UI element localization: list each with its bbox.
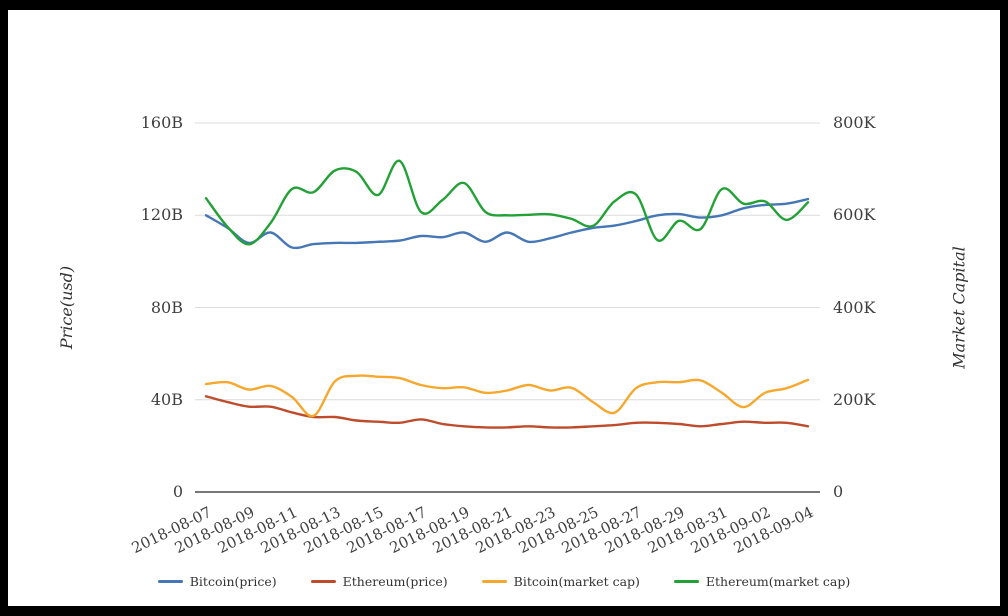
y-axis-left-title: Price(usd) (57, 265, 77, 349)
y-left-tick-label: 120B (140, 205, 183, 225)
y-right-tick-label: 600K (833, 205, 876, 225)
legend-label: Ethereum(market cap) (705, 574, 851, 589)
legend-item-bitcoin-price[interactable]: Bitcoin(price) (157, 574, 277, 589)
series-line-ethereum-price (204, 395, 810, 429)
y-left-tick-label: 160B (140, 113, 183, 132)
y-left-tick-label: 80B (150, 297, 183, 317)
y-right-tick-label: 0 (833, 482, 844, 501)
y-left-tick-label: 40B (150, 389, 183, 409)
legend-label: Bitcoin(price) (189, 574, 277, 589)
y-right-tick-label: 400K (833, 297, 876, 317)
legend-item-bitcoin-market-cap[interactable]: Bitcoin(market cap) (481, 574, 640, 589)
y-left-tick-label: 0 (172, 482, 183, 501)
plot-area (195, 122, 820, 493)
legend-line-swatch (157, 580, 183, 583)
y-right-tick-label: 800K (833, 113, 876, 132)
legend-line-swatch (673, 580, 699, 583)
legend-line-swatch (481, 580, 507, 583)
legend-item-ethereum-market-cap[interactable]: Ethereum(market cap) (673, 574, 851, 589)
legend-line-swatch (310, 580, 336, 583)
y-axis-right-title: Market Capital (949, 245, 969, 369)
legend-label: Bitcoin(market cap) (513, 574, 640, 589)
series-line-ethereum-market-cap (204, 159, 810, 246)
legend-label: Ethereum(price) (342, 574, 448, 589)
series-line-bitcoin-market-cap (204, 374, 810, 418)
y-right-tick-label: 200K (833, 389, 876, 409)
legend-item-ethereum-price[interactable]: Ethereum(price) (310, 574, 448, 589)
crypto-dual-axis-line-chart: 0 40B 80B 120B 160B 0 200K 400K 600K 800K 2018-0… (8, 10, 1000, 606)
legend: Bitcoin(price) Ethereum(price) Bitcoin(mar… (8, 574, 1000, 589)
series-line-bitcoin-price (204, 197, 810, 250)
